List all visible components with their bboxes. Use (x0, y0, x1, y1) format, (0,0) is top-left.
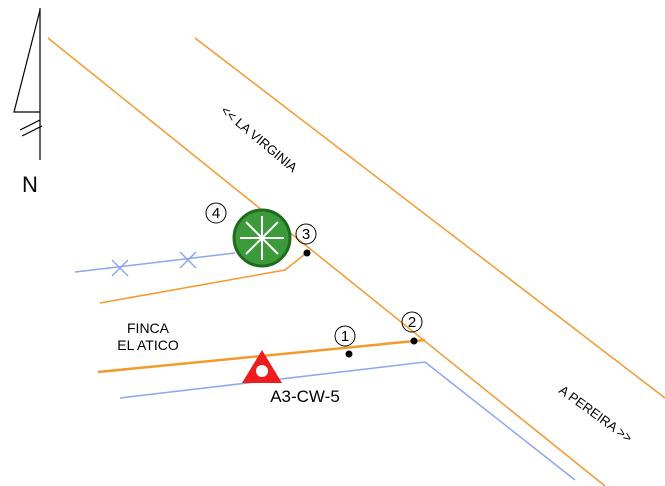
point-circle (334, 325, 356, 347)
fence-mark (179, 251, 197, 269)
point-circle (205, 202, 227, 224)
north-label: N (22, 172, 38, 197)
road-edge (47, 37, 606, 486)
property-label: FINCA (127, 320, 170, 336)
point-dot (303, 249, 311, 257)
branch (245, 221, 279, 255)
road-label: << LA VIRGINIA (218, 103, 300, 176)
road-label: A PEREIRA >> (556, 382, 635, 445)
property-line (99, 249, 311, 304)
point-label: 2 (408, 314, 416, 331)
point-label: 1 (341, 328, 349, 345)
fence-mark (111, 259, 129, 277)
point-circle (295, 223, 317, 245)
station-label: A3-CW-5 (270, 387, 340, 406)
north-arrow (13, 8, 43, 160)
tree-branches (240, 216, 284, 260)
north-tick (21, 125, 43, 137)
station-center (256, 365, 268, 377)
point-circle (401, 311, 423, 333)
fence-marks (111, 251, 197, 277)
north-tick (19, 119, 41, 131)
fence-line (74, 252, 236, 273)
property-label: EL ATICO (117, 337, 179, 353)
water-line (119, 361, 576, 481)
point-label: 4 (212, 205, 220, 222)
tree (232, 208, 292, 268)
north-pointer (13, 9, 41, 113)
road-edge (194, 37, 665, 399)
point-label: 3 (302, 226, 310, 243)
point-dot (410, 337, 418, 345)
point-dot (345, 350, 353, 358)
